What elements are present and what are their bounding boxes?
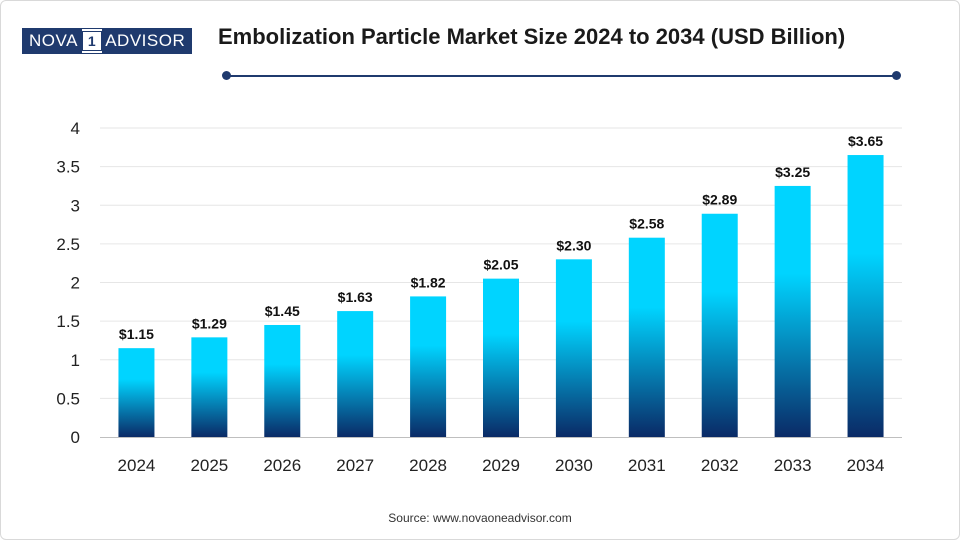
x-tick-label: 2028 bbox=[409, 456, 447, 475]
y-tick-label: 2.5 bbox=[56, 235, 80, 254]
data-label-2032: $2.89 bbox=[702, 192, 737, 208]
bar-2030 bbox=[555, 259, 592, 437]
bar-2031 bbox=[628, 237, 665, 437]
bar-2032 bbox=[701, 213, 738, 437]
data-label-2029: $2.05 bbox=[483, 257, 518, 273]
title-underline-left-dot bbox=[222, 71, 231, 80]
x-tick-label: 2034 bbox=[847, 456, 885, 475]
title-underline-right-dot bbox=[892, 71, 901, 80]
y-tick-label: 1.5 bbox=[56, 312, 80, 331]
x-tick-label: 2027 bbox=[336, 456, 374, 475]
logo-text-nova: NOVA bbox=[23, 29, 82, 53]
logo-text-one: 1 bbox=[81, 31, 103, 51]
logo-text-advisor: ADVISOR bbox=[102, 29, 192, 53]
data-label-2027: $1.63 bbox=[338, 289, 373, 305]
y-tick-label: 3.5 bbox=[56, 158, 80, 177]
bar-2026 bbox=[264, 324, 301, 437]
x-axis: 2024 2025 2026 2027 2028 2029 2030 2031 2032 2033… bbox=[118, 456, 885, 475]
x-tick-label: 2029 bbox=[482, 456, 520, 475]
bar-2028 bbox=[410, 296, 447, 437]
y-tick-label: 0.5 bbox=[56, 389, 80, 408]
bar-2029 bbox=[483, 278, 519, 437]
bar-2027 bbox=[337, 311, 374, 437]
bar-2033 bbox=[774, 185, 811, 437]
data-label-2028: $1.82 bbox=[411, 274, 446, 290]
data-label-2030: $2.30 bbox=[556, 237, 591, 253]
bars bbox=[118, 155, 884, 437]
data-labels: $1.15 $1.29 $1.45 $1.63 $1.82 $2.05 $2.30 $2.58… bbox=[119, 133, 883, 342]
y-tick-label: 1 bbox=[71, 351, 80, 370]
y-tick-label: 4 bbox=[71, 119, 80, 138]
x-tick-label: 2031 bbox=[628, 456, 666, 475]
bar-2025 bbox=[191, 337, 228, 437]
y-tick-label: 3 bbox=[71, 196, 80, 215]
bar-2024 bbox=[118, 348, 155, 437]
x-tick-label: 2025 bbox=[190, 456, 228, 475]
x-tick-label: 2033 bbox=[774, 456, 812, 475]
data-label-2024: $1.15 bbox=[119, 326, 154, 342]
y-tick-label: 0 bbox=[71, 428, 80, 447]
data-label-2033: $3.25 bbox=[775, 164, 810, 180]
x-tick-label: 2032 bbox=[701, 456, 739, 475]
data-label-2025: $1.29 bbox=[192, 315, 227, 331]
data-label-2034: $3.65 bbox=[848, 133, 883, 149]
data-label-2031: $2.58 bbox=[629, 216, 664, 232]
y-tick-label: 2 bbox=[71, 274, 80, 293]
title-underline bbox=[226, 75, 897, 77]
x-tick-label: 2026 bbox=[263, 456, 301, 475]
x-tick-label: 2024 bbox=[118, 456, 156, 475]
data-label-2026: $1.45 bbox=[265, 303, 300, 319]
x-tick-label: 2030 bbox=[555, 456, 593, 475]
source-note: Source: www.novaoneadvisor.com bbox=[388, 511, 572, 525]
nova-one-advisor-logo: NOVA 1 ADVISOR bbox=[22, 28, 193, 54]
chart-title: Embolization Particle Market Size 2024 t… bbox=[218, 24, 846, 49]
y-axis: 0 0.5 1 1.5 2 2.5 3 3.5 4 bbox=[56, 119, 80, 447]
bar-2034 bbox=[847, 155, 884, 437]
